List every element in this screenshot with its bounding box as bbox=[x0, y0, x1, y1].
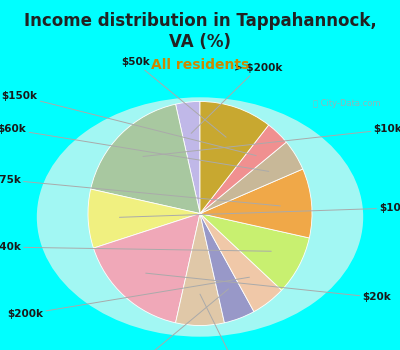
Text: $20k: $20k bbox=[146, 273, 391, 302]
Text: $125k: $125k bbox=[200, 294, 258, 350]
Text: $200k: $200k bbox=[7, 277, 250, 319]
Text: $40k: $40k bbox=[0, 242, 271, 252]
Wedge shape bbox=[200, 102, 269, 214]
Wedge shape bbox=[176, 214, 224, 326]
Wedge shape bbox=[88, 189, 200, 248]
Text: $150k: $150k bbox=[2, 91, 256, 156]
Wedge shape bbox=[200, 125, 286, 214]
Text: > $200k: > $200k bbox=[191, 63, 282, 133]
Text: $50k: $50k bbox=[121, 57, 226, 137]
Ellipse shape bbox=[37, 97, 363, 337]
Text: $60k: $60k bbox=[0, 125, 269, 172]
Text: Income distribution in Tappahannock,
VA (%): Income distribution in Tappahannock, VA … bbox=[24, 12, 376, 51]
Wedge shape bbox=[200, 214, 254, 323]
Wedge shape bbox=[200, 214, 309, 290]
Text: $100k: $100k bbox=[120, 203, 400, 217]
Wedge shape bbox=[176, 102, 200, 214]
Wedge shape bbox=[200, 214, 282, 312]
Text: All residents: All residents bbox=[151, 58, 249, 72]
Wedge shape bbox=[91, 104, 200, 214]
Text: ⓘ City-Data.com: ⓘ City-Data.com bbox=[313, 99, 380, 107]
Wedge shape bbox=[94, 214, 200, 323]
Wedge shape bbox=[200, 169, 312, 238]
Text: $30k: $30k bbox=[110, 289, 228, 350]
Text: $10k: $10k bbox=[143, 125, 400, 156]
Text: $75k: $75k bbox=[0, 175, 280, 206]
Wedge shape bbox=[200, 142, 303, 214]
